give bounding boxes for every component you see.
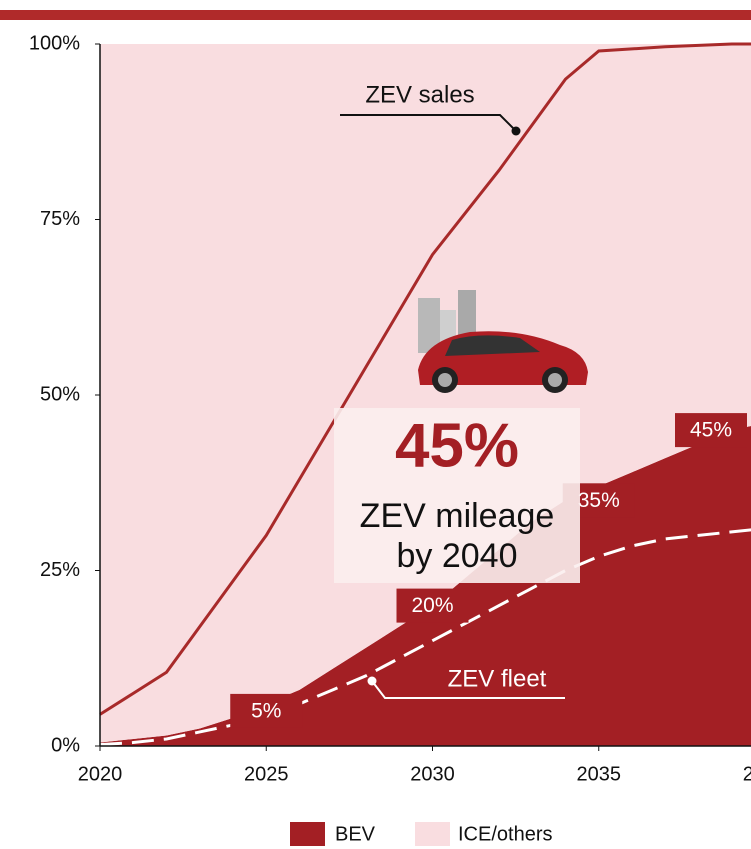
plot-area: 0% 25% 50% 75% 100% 2020 2025 2030 2035 2040 5% 20%… — [29, 32, 751, 785]
x-tick-label: 2040 — [743, 763, 751, 785]
point-label: 5% — [251, 699, 281, 722]
y-tick-label: 0% — [51, 734, 80, 756]
y-tick-label: 25% — [40, 559, 80, 581]
annotation-dot — [367, 676, 377, 686]
point-label: 45% — [690, 419, 732, 442]
point-label: 20% — [411, 594, 453, 617]
series-annotation: ZEV sales — [365, 81, 474, 108]
callout-headline: 45% — [395, 411, 519, 480]
legend-swatch — [415, 822, 450, 846]
annotation-leader — [371, 680, 565, 699]
callout-box — [334, 408, 580, 583]
point-label-box — [675, 413, 747, 448]
y-tick-label: 50% — [40, 383, 80, 405]
point-label-box — [230, 693, 303, 728]
line — [99, 528, 751, 747]
line — [99, 42, 751, 716]
area — [100, 44, 751, 743]
x-tick-label: 2030 — [410, 763, 455, 785]
point-label-box — [396, 588, 469, 623]
legend-swatch — [290, 822, 325, 846]
top-bar — [0, 10, 751, 20]
annotation-leader — [340, 114, 517, 132]
annotation-dot — [511, 126, 521, 136]
series-annotation: ZEV fleet — [448, 665, 547, 692]
x-tick-label: 2020 — [78, 763, 123, 785]
x-tick-label: 2025 — [244, 763, 289, 785]
callout-line: by 2040 — [397, 537, 518, 575]
y-tick-label: 100% — [29, 32, 80, 54]
callout-line: ZEV mileage — [360, 497, 555, 535]
legend-label: ICE/others — [458, 823, 552, 845]
x-tick-label: 2035 — [577, 763, 622, 785]
car-illustration — [418, 290, 588, 393]
point-label: 35% — [578, 489, 620, 512]
legend-label: BEV — [335, 823, 376, 845]
y-tick-label: 75% — [40, 208, 80, 230]
